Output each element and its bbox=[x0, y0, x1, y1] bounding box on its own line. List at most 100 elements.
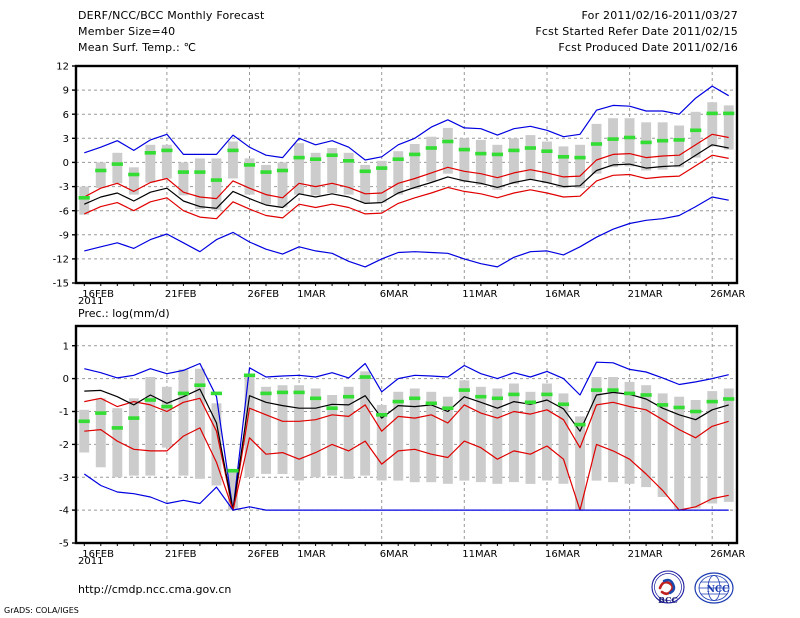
observed-marker bbox=[210, 178, 222, 182]
observed-marker bbox=[557, 155, 570, 159]
observed-marker bbox=[111, 426, 123, 430]
spread-bar bbox=[178, 369, 189, 476]
spread-bar bbox=[310, 388, 321, 478]
observed-marker bbox=[508, 148, 520, 153]
spread-bar bbox=[608, 118, 618, 168]
observed-marker bbox=[128, 416, 140, 420]
spread-bar bbox=[707, 391, 718, 504]
observed-marker bbox=[541, 392, 553, 397]
precipitation-plot: 1 0 -1 -2 -3 -4 -5 16FEB 21FEB 26FEB 1MAR 6MAR 11MAR… bbox=[59, 324, 745, 560]
spread-bar bbox=[657, 393, 668, 497]
spread-bar bbox=[674, 125, 685, 168]
observed-marker bbox=[359, 375, 371, 379]
observed-marker bbox=[392, 399, 404, 404]
observed-marker bbox=[177, 170, 189, 174]
spread-bar bbox=[690, 400, 701, 509]
x-tick-label: 11MAR bbox=[462, 289, 497, 300]
observed-marker bbox=[310, 157, 322, 161]
spread-bar bbox=[641, 122, 652, 171]
observed-marker bbox=[425, 146, 437, 150]
observed-marker bbox=[557, 402, 570, 407]
series-line-min bbox=[83, 473, 729, 511]
x-tick-label: 26MAR bbox=[710, 289, 745, 300]
observed-marker bbox=[425, 401, 437, 406]
spread-bar bbox=[360, 371, 371, 476]
y-tick-label: -1 bbox=[59, 407, 69, 418]
bcc-logo: BCC bbox=[646, 568, 690, 612]
spread-bar bbox=[624, 118, 635, 167]
series-line-mean bbox=[84, 144, 729, 209]
observed-marker bbox=[95, 411, 107, 415]
year-label-top: 2011 bbox=[78, 296, 104, 307]
observed-marker bbox=[442, 406, 454, 410]
observed-marker bbox=[574, 422, 586, 427]
spread-bar bbox=[360, 164, 371, 203]
series-line-max bbox=[84, 85, 730, 161]
observed-marker bbox=[293, 390, 305, 395]
y-tick-label: -4 bbox=[59, 506, 69, 517]
observed-marker bbox=[574, 155, 586, 160]
spread-bar bbox=[294, 143, 304, 195]
observed-marker bbox=[227, 148, 239, 153]
spread-bar bbox=[624, 381, 635, 484]
observed-marker bbox=[227, 468, 239, 473]
spread-bar bbox=[707, 102, 718, 147]
spread-bar bbox=[310, 152, 321, 196]
observed-marker bbox=[243, 373, 256, 378]
x-tick-label: 26FEB bbox=[248, 289, 280, 300]
observed-marker bbox=[376, 166, 388, 170]
x-tick-label: 16FEB bbox=[82, 289, 114, 300]
observed-marker bbox=[690, 409, 702, 414]
observed-marker bbox=[541, 149, 553, 153]
x-tick-label: 6MAR bbox=[380, 289, 409, 300]
temperature-plot: 12 9 6 3 0 -3 -6 -9 -12 -15 16FEB 21FEB 26FEB 1MAR 6MA… bbox=[53, 62, 746, 300]
spread-bar bbox=[277, 162, 288, 208]
observed-marker bbox=[260, 170, 272, 174]
ncc-logo: NCC bbox=[692, 568, 736, 612]
x-tick-label: 6MAR bbox=[380, 549, 409, 560]
spread-bar bbox=[112, 408, 123, 478]
observed-marker bbox=[640, 393, 652, 397]
observed-marker bbox=[475, 394, 487, 399]
spread-bar bbox=[228, 141, 238, 179]
series-line-max bbox=[84, 361, 729, 511]
series-line-upper_quartile bbox=[84, 133, 729, 200]
observed-marker bbox=[144, 398, 156, 402]
observed-marker bbox=[409, 152, 421, 157]
spread-bar bbox=[161, 144, 172, 179]
series-line-lower_quartile bbox=[84, 154, 729, 220]
observed-marker bbox=[607, 388, 619, 392]
spread-bar bbox=[95, 162, 106, 189]
spread-bar bbox=[195, 158, 205, 209]
plot-frame bbox=[74, 64, 739, 285]
spread-bar bbox=[442, 396, 453, 484]
observed-marker bbox=[210, 391, 222, 396]
observed-marker bbox=[524, 146, 536, 150]
observed-marker bbox=[624, 135, 636, 140]
spread-bar bbox=[145, 377, 156, 476]
y-tick-label: -6 bbox=[59, 206, 69, 217]
spread-bar bbox=[690, 111, 701, 158]
forecast-range-label: For 2011/02/16-2011/03/27 bbox=[581, 9, 738, 22]
x-tick-label: 21MAR bbox=[628, 289, 663, 300]
spread-bar bbox=[558, 146, 569, 189]
observed-marker bbox=[111, 162, 123, 166]
observed-marker bbox=[161, 404, 173, 409]
plot-frame bbox=[74, 324, 739, 545]
spread-bar bbox=[426, 136, 437, 182]
observed-marker bbox=[359, 169, 371, 174]
y-tick-label: -3 bbox=[59, 473, 69, 484]
spread-bar bbox=[558, 393, 569, 484]
spread-bar bbox=[492, 388, 503, 484]
observed-marker bbox=[326, 153, 338, 157]
temp-variable-label: Mean Surf. Temp.: ℃ bbox=[78, 41, 197, 54]
observed-marker bbox=[706, 399, 718, 404]
observed-marker bbox=[194, 383, 206, 387]
observed-marker bbox=[95, 168, 107, 173]
spread-bar bbox=[723, 388, 734, 502]
observed-marker bbox=[723, 397, 735, 401]
x-tick-label: 16MAR bbox=[545, 549, 580, 560]
spread-bar bbox=[409, 144, 420, 189]
spread-bar bbox=[294, 385, 304, 481]
